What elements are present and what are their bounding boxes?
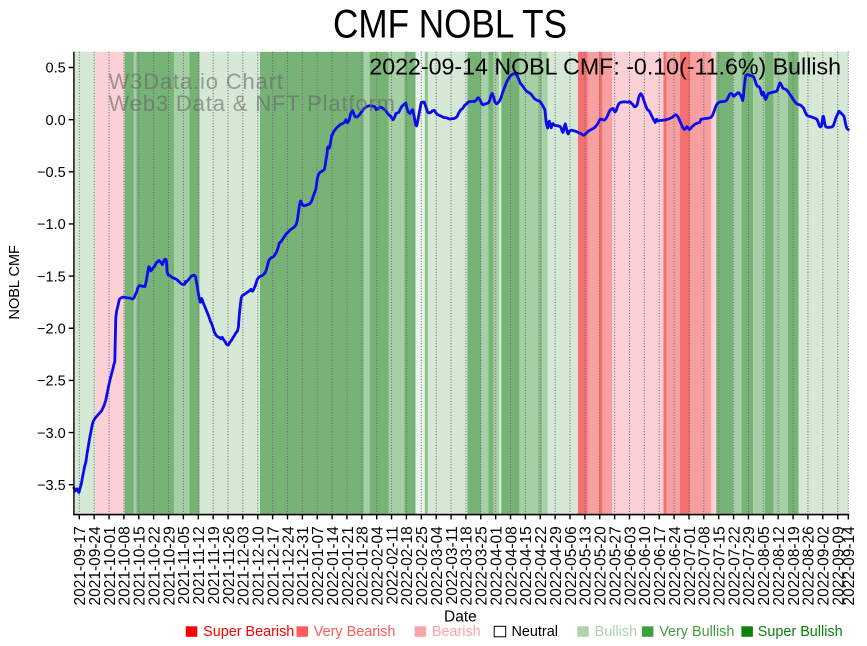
svg-text:2022-05-13: 2022-05-13	[578, 526, 595, 605]
svg-text:2022-08-26: 2022-08-26	[801, 526, 818, 605]
svg-text:2021-09-24: 2021-09-24	[87, 526, 104, 606]
svg-text:2021-09-17: 2021-09-17	[72, 526, 89, 605]
svg-text:2022-03-18: 2022-03-18	[459, 526, 476, 605]
svg-text:2022-07-22: 2022-07-22	[726, 526, 743, 605]
svg-text:2021-10-01: 2021-10-01	[102, 526, 119, 605]
svg-text:2022-06-10: 2022-06-10	[637, 526, 654, 606]
svg-text:Very Bearish: Very Bearish	[314, 624, 396, 640]
svg-text:2022-01-21: 2022-01-21	[340, 526, 357, 605]
svg-text:2022-07-08: 2022-07-08	[697, 526, 714, 605]
svg-text:Web3 Data & NFT Platform: Web3 Data & NFT Platform	[109, 91, 396, 116]
svg-text:2021-11-26: 2021-11-26	[221, 526, 238, 604]
svg-text:2021-10-29: 2021-10-29	[161, 526, 178, 605]
svg-text:2021-12-24: 2021-12-24	[280, 526, 297, 606]
svg-text:2022-04-15: 2022-04-15	[518, 526, 535, 605]
svg-text:2022-02-11: 2022-02-11	[384, 526, 401, 604]
svg-text:Neutral: Neutral	[512, 624, 558, 640]
svg-text:2022-09-09: 2022-09-09	[831, 526, 848, 605]
svg-text:2022-07-01: 2022-07-01	[682, 526, 699, 605]
svg-text:2021-12-03: 2021-12-03	[236, 526, 253, 605]
svg-text:2022-04-08: 2022-04-08	[503, 526, 520, 605]
svg-text:2022-04-01: 2022-04-01	[489, 526, 506, 605]
svg-text:Very Bullish: Very Bullish	[659, 624, 734, 640]
svg-text:0.5: 0.5	[46, 61, 66, 77]
svg-text:2022-07-29: 2022-07-29	[741, 526, 758, 605]
svg-text:2022-02-04: 2022-02-04	[370, 526, 387, 606]
svg-text:2022-09-02: 2022-09-02	[816, 526, 833, 605]
svg-text:2021-12-31: 2021-12-31	[295, 526, 312, 605]
svg-text:−1.0: −1.0	[37, 217, 66, 233]
svg-text:Date: Date	[444, 608, 477, 625]
svg-text:CMF NOBL TS: CMF NOBL TS	[333, 2, 567, 46]
svg-text:2022-02-18: 2022-02-18	[399, 526, 416, 605]
svg-text:W3Data.io Chart: W3Data.io Chart	[109, 69, 284, 94]
svg-text:2022-06-03: 2022-06-03	[622, 526, 639, 605]
svg-text:2022-07-15: 2022-07-15	[712, 526, 729, 605]
svg-text:2022-09-14 NOBL CMF: -0.10(-11: 2022-09-14 NOBL CMF: -0.10(-11.6%) Bulli…	[369, 54, 841, 80]
svg-text:2022-06-24: 2022-06-24	[667, 526, 684, 606]
svg-text:−0.5: −0.5	[37, 165, 66, 181]
svg-text:Bullish: Bullish	[595, 624, 637, 640]
svg-text:2022-04-29: 2022-04-29	[548, 526, 565, 605]
svg-text:2021-10-15: 2021-10-15	[132, 526, 149, 605]
svg-text:−3.0: −3.0	[37, 426, 66, 442]
svg-text:2022-03-11: 2022-03-11	[444, 526, 461, 604]
svg-text:2022-03-25: 2022-03-25	[474, 526, 491, 605]
svg-text:2021-11-19: 2021-11-19	[206, 526, 223, 604]
svg-text:2022-01-28: 2022-01-28	[355, 526, 372, 605]
svg-text:Bearish: Bearish	[432, 624, 481, 640]
svg-text:2022-08-05: 2022-08-05	[756, 526, 773, 605]
svg-text:2022-01-07: 2022-01-07	[310, 526, 327, 605]
svg-text:2021-11-05: 2021-11-05	[176, 526, 193, 604]
svg-text:NOBL CMF: NOBL CMF	[7, 245, 23, 320]
svg-text:2022-05-27: 2022-05-27	[607, 526, 624, 605]
svg-text:0.0: 0.0	[46, 113, 66, 129]
svg-text:2022-05-20: 2022-05-20	[593, 526, 610, 606]
svg-text:Super Bullish: Super Bullish	[758, 624, 843, 640]
svg-text:2021-10-22: 2021-10-22	[146, 526, 163, 605]
svg-text:2022-04-22: 2022-04-22	[533, 526, 550, 605]
svg-text:2022-01-14: 2022-01-14	[325, 526, 342, 606]
svg-text:−2.5: −2.5	[37, 374, 66, 390]
svg-text:2022-08-12: 2022-08-12	[771, 526, 788, 605]
svg-text:Super Bearish: Super Bearish	[203, 624, 294, 640]
svg-text:2022-02-25: 2022-02-25	[414, 526, 431, 605]
svg-text:2022-08-19: 2022-08-19	[786, 526, 803, 605]
svg-text:2022-09-14: 2022-09-14	[841, 526, 858, 606]
svg-text:−3.5: −3.5	[37, 478, 66, 494]
svg-text:2021-12-10: 2021-12-10	[251, 526, 268, 606]
svg-text:−1.5: −1.5	[37, 269, 66, 285]
svg-text:−2.0: −2.0	[37, 321, 66, 337]
svg-text:2021-12-17: 2021-12-17	[265, 526, 282, 605]
svg-text:2022-05-06: 2022-05-06	[563, 526, 580, 605]
svg-text:2022-03-04: 2022-03-04	[429, 526, 446, 606]
svg-text:2022-06-17: 2022-06-17	[652, 526, 669, 605]
svg-text:2021-10-08: 2021-10-08	[117, 526, 134, 605]
svg-text:2021-11-12: 2021-11-12	[191, 526, 208, 604]
